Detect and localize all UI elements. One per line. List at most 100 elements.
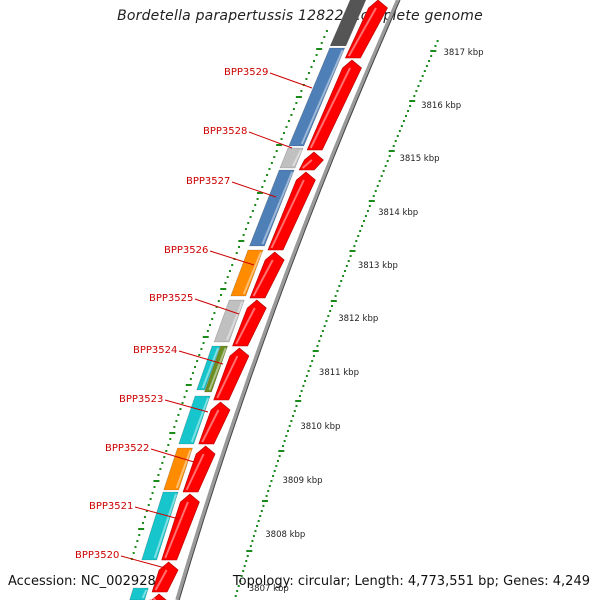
ruler-tick <box>312 350 319 352</box>
outer-ring-tick <box>134 546 137 548</box>
outer-ring-tick <box>220 294 223 296</box>
outer-ring-tick <box>220 288 227 290</box>
ruler-tick <box>286 430 289 432</box>
ruler-tick <box>262 500 268 502</box>
outer-ring-tick <box>142 522 145 524</box>
outer-ring-tick <box>323 36 326 38</box>
outer-ring-tick <box>295 96 302 98</box>
outer-ring-tick <box>196 360 199 362</box>
ruler-tick <box>278 450 285 452</box>
ruler-tick <box>285 435 288 437</box>
ruler-tick <box>252 535 255 537</box>
ruler-tick <box>245 560 248 562</box>
ruler-tick <box>323 325 326 327</box>
ruler-tick <box>243 565 246 567</box>
reverse-gene-shine <box>153 493 178 559</box>
ruler-dotted-line <box>130 30 439 597</box>
ruler-tick <box>338 285 341 287</box>
outer-ring-tick <box>256 198 259 200</box>
outer-ring-tick <box>157 474 160 476</box>
outer-ring-tick <box>235 252 238 254</box>
ruler-tick <box>388 155 391 157</box>
outer-ring-tick <box>256 192 263 194</box>
ruler-tick <box>359 230 362 232</box>
gene-leader-line <box>150 448 195 463</box>
outer-ring-tick <box>287 120 290 122</box>
reverse-gene-orange <box>163 447 193 491</box>
gene-label: BPP3529 <box>224 67 268 78</box>
ruler-tick <box>353 245 356 247</box>
outer-ring-tick <box>151 492 154 494</box>
ruler-tick <box>309 365 312 367</box>
reverse-gene-darkgray <box>330 0 366 46</box>
outer-ring-tick <box>251 210 254 212</box>
ruler-tick <box>242 570 245 572</box>
forward-gene-highlight <box>164 501 189 559</box>
ruler-tick <box>413 95 416 97</box>
ruler-tick <box>386 160 389 162</box>
outer-ring-tick <box>247 222 250 224</box>
reverse-gene-shine <box>261 171 294 245</box>
forward-gene-highlight <box>302 159 313 169</box>
reverse-gene-cyan <box>196 345 221 391</box>
gene-label: BPP3520 <box>75 550 119 561</box>
ruler-tick <box>361 225 364 227</box>
reverse-gene-shine <box>292 149 302 167</box>
ruler-tick <box>281 445 284 447</box>
outer-ring-tick <box>315 54 318 56</box>
ruler-tick <box>409 105 412 107</box>
outer-ring-tick <box>307 72 310 74</box>
gene-label: BPP3525 <box>149 293 193 304</box>
ruler-tick <box>312 355 315 357</box>
forward-gene-highlight <box>270 179 305 249</box>
ruler-tick <box>398 130 401 132</box>
outer-ring-tick <box>189 378 192 380</box>
reverse-gene-gray <box>213 299 245 343</box>
ruler-tick <box>336 290 339 292</box>
outer-ring-tick <box>254 204 257 206</box>
outer-ring-tick <box>191 372 194 374</box>
ruler-tick <box>428 60 431 62</box>
ruler-label: 3807 kbp <box>249 584 289 594</box>
forward-gene-highlight <box>152 597 157 600</box>
outer-ring-tick <box>215 306 218 308</box>
outer-ring-tick <box>231 264 234 266</box>
forward-gene-highlight <box>348 7 377 57</box>
outer-ring-tick <box>275 150 278 152</box>
ruler-tick <box>290 420 293 422</box>
ruler-tick <box>237 585 240 587</box>
ruler-tick <box>295 405 298 407</box>
ruler-tick <box>400 125 403 127</box>
outer-ring-tick <box>300 90 303 92</box>
reverse-gene-cyan <box>178 395 211 445</box>
ruler-tick <box>234 595 237 597</box>
outer-ring-tick <box>206 330 209 332</box>
ruler-tick <box>293 410 296 412</box>
ruler-tick <box>343 270 346 272</box>
ruler-tick <box>423 70 426 72</box>
ruler-tick <box>304 380 307 382</box>
ruler-tick <box>372 195 375 197</box>
outer-ring-tick <box>200 348 203 350</box>
outer-ring-tick <box>132 552 135 554</box>
ruler-tick <box>394 140 397 142</box>
reverse-gene-shine <box>300 49 344 145</box>
outer-ring-tick <box>202 342 205 344</box>
reverse-gene-olive <box>204 345 229 393</box>
outer-ring-tick <box>138 534 141 536</box>
ruler-label: 3812 kbp <box>338 314 378 324</box>
outer-ring-tick <box>273 156 276 158</box>
ruler-tick <box>402 120 405 122</box>
ruler-tick <box>307 370 310 372</box>
ruler-tick <box>382 170 385 172</box>
ruler-tick <box>251 540 254 542</box>
outer-ring-tick <box>175 420 178 422</box>
ruler-tick <box>272 475 275 477</box>
outer-ring-tick <box>183 396 186 398</box>
ruler-tick <box>318 340 321 342</box>
gene-label: BPP3523 <box>119 394 163 405</box>
outer-ring-tick <box>153 486 156 488</box>
outer-ring-tick <box>179 408 182 410</box>
gene-label: BPP3521 <box>89 501 133 512</box>
